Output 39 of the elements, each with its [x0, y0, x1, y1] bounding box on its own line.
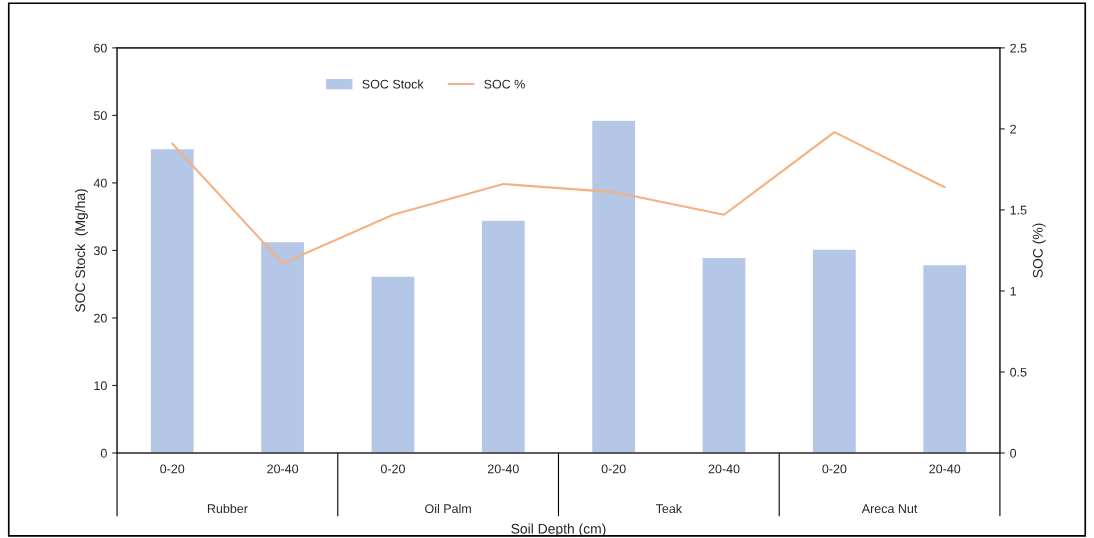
bar	[149, 147, 196, 453]
y-tick-label: 0	[100, 448, 107, 458]
y-tick-label: 60	[94, 43, 107, 53]
x-tick-label: 0-20	[601, 464, 626, 474]
y-tick-label: 50	[93, 111, 107, 121]
line-series	[171, 131, 946, 265]
bar	[590, 119, 637, 453]
y2-tick-label: 0.5	[1010, 367, 1027, 377]
y2-tick-label: 2.5	[1010, 43, 1027, 53]
legend-label: SOC Stock	[362, 79, 424, 89]
y-axis-title: SOC Stock (Mg/ha)	[74, 189, 88, 312]
bar	[370, 275, 416, 453]
y-tick-label: 10	[94, 381, 107, 391]
x-axis-title: Soil Depth (cm)	[511, 523, 606, 537]
bar	[921, 263, 968, 453]
x-tick-label: 20-40	[929, 464, 961, 474]
x-tick-label: 0-20	[822, 464, 847, 474]
y2-tick-label: 0	[1010, 448, 1017, 458]
x-tick-label: 20-40	[267, 464, 299, 474]
bar	[480, 219, 527, 453]
y2-tick-label: 2	[1010, 124, 1016, 134]
text: Oil Palm	[425, 503, 471, 514]
y2-tick-label: 1.5	[1010, 205, 1027, 215]
text: Teak	[655, 503, 683, 514]
bar	[811, 248, 858, 453]
text: Rubber	[207, 503, 248, 514]
y-tick-label: 40	[93, 178, 107, 188]
legend-label: SOC %	[484, 79, 525, 89]
text: Areca Nut	[861, 504, 918, 514]
x-tick-label: 0-20	[380, 464, 405, 474]
bar	[259, 240, 306, 453]
y-tick-label: 20	[94, 313, 107, 323]
x-tick-label: 20-40	[708, 464, 740, 474]
y2-axis-title: SOC (%)	[1032, 223, 1046, 278]
y2-tick-label: 1	[1010, 286, 1016, 296]
x-tick-label: 0-20	[160, 464, 185, 474]
x-tick-label: 20-40	[487, 464, 519, 474]
y-tick-label: 30	[93, 246, 107, 256]
bar	[701, 256, 747, 453]
